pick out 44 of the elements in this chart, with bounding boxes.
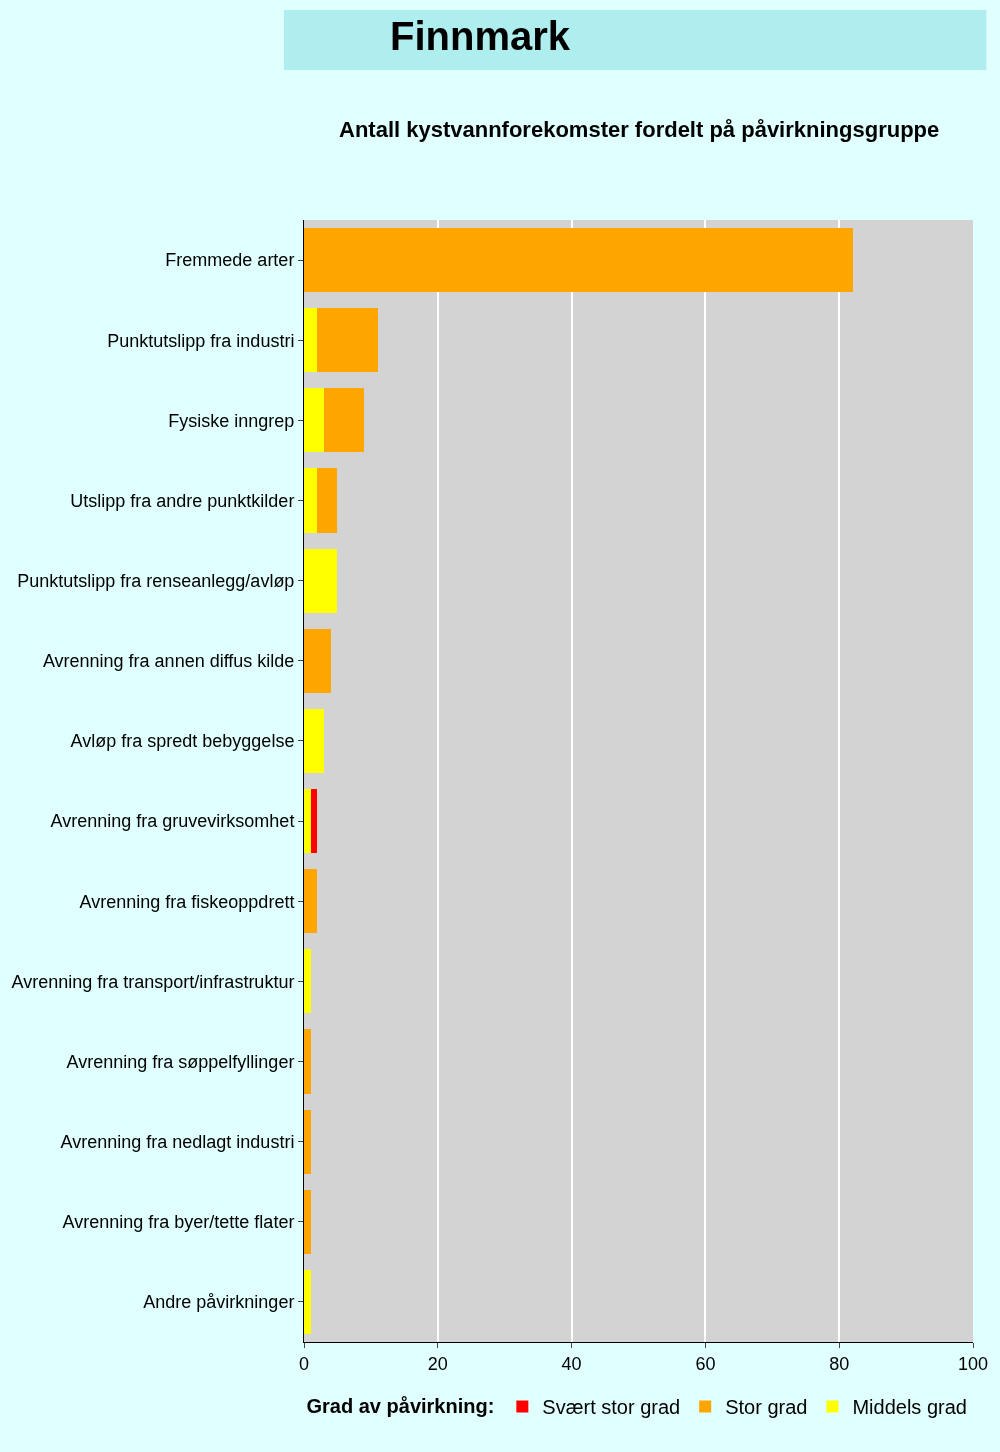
bar (304, 628, 331, 693)
x-tick-label: 40 (561, 1353, 582, 1374)
bar (304, 468, 318, 533)
y-tick-label: Avrenning fra fiskeoppdrett (79, 891, 295, 912)
bar (304, 388, 325, 453)
bar (304, 548, 338, 613)
bar (304, 1269, 311, 1334)
y-tick-label: Punktutslipp fra industri (107, 330, 295, 351)
bar (304, 228, 853, 293)
bar (324, 388, 365, 453)
y-tick-label: Avrenning fra nedlagt industri (60, 1131, 295, 1152)
y-tick-label: Avrenning fra gruvevirksomhet (50, 811, 295, 832)
legend-label: Stor grad (725, 1396, 808, 1419)
bar (304, 789, 311, 854)
y-tick-label: Fremmede arter (165, 250, 295, 271)
x-tick-label: 60 (695, 1353, 716, 1374)
chart-subtitle: Antall kystvannforekomster fordelt på påvirkningsgruppe (339, 117, 940, 142)
legend-label: Middels grad (852, 1396, 967, 1419)
y-tick-label: Avrenning fra transport/infrastruktur (11, 971, 295, 992)
bar (304, 1109, 311, 1174)
bar (304, 708, 325, 773)
y-tick-label: Avrenning fra søppelfyllinger (66, 1051, 295, 1072)
chart-title: Finnmark (389, 13, 571, 58)
x-tick-label: 20 (427, 1353, 448, 1374)
y-tick-label: Punktutslipp fra renseanlegg/avløp (17, 570, 295, 591)
bar (310, 789, 318, 854)
x-tick-label: 0 (298, 1353, 310, 1374)
legend-label: Svært stor grad (542, 1396, 681, 1419)
bar (304, 308, 318, 373)
x-tick-label: 80 (829, 1353, 850, 1374)
y-tick-label: Avløp fra spredt bebyggelse (70, 731, 295, 752)
bar (304, 869, 318, 934)
bar (304, 949, 311, 1014)
bar (304, 1189, 311, 1254)
y-tick-label: Fysiske inngrep (168, 410, 295, 431)
y-tick-label: Andre påvirkninger (143, 1292, 295, 1313)
y-tick-label: Avrenning fra byer/tette flater (62, 1212, 295, 1233)
y-tick-label: Avrenning fra annen diffus kilde (42, 651, 295, 672)
y-tick-label: Utslipp fra andre punktkilder (70, 490, 295, 511)
bar (317, 308, 378, 373)
bar (317, 468, 338, 533)
bar (304, 1029, 311, 1094)
x-tick-label: 100 (957, 1353, 989, 1374)
legend-title: Grad av påvirkning: (306, 1394, 495, 1417)
